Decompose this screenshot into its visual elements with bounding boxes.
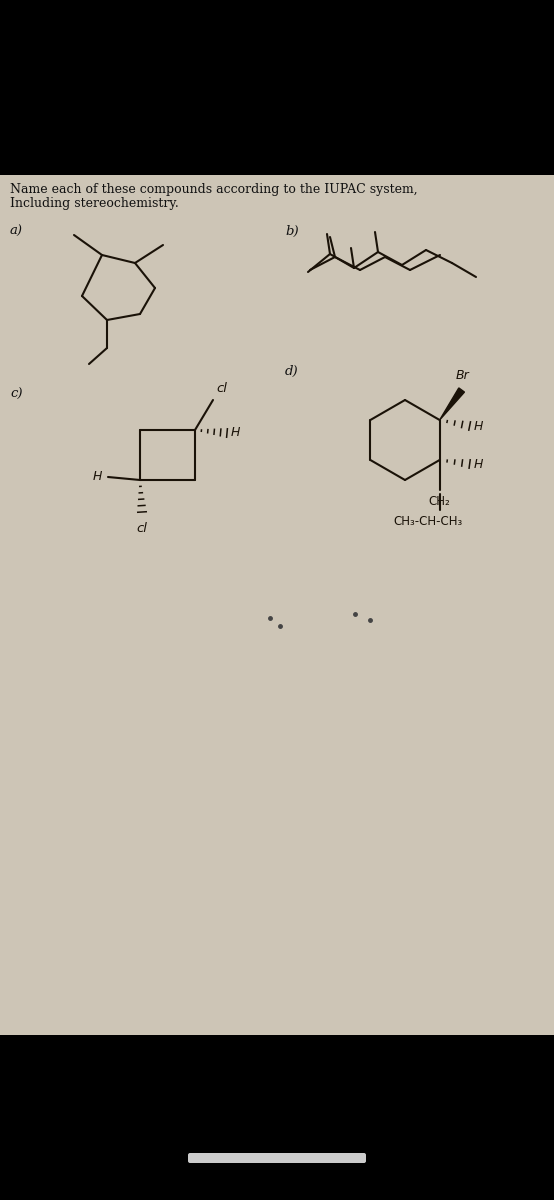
- Polygon shape: [440, 388, 464, 420]
- Text: Including stereochemistry.: Including stereochemistry.: [10, 197, 179, 210]
- Text: H: H: [474, 420, 483, 432]
- Text: a): a): [10, 226, 23, 238]
- Text: c): c): [10, 388, 23, 401]
- Text: cl: cl: [137, 522, 147, 535]
- Text: CH₂: CH₂: [429, 494, 450, 508]
- Text: d): d): [285, 365, 299, 378]
- Text: b): b): [285, 226, 299, 238]
- Text: H: H: [474, 457, 483, 470]
- Text: CH₃-CH-CH₃: CH₃-CH-CH₃: [393, 515, 462, 528]
- Text: H: H: [93, 470, 102, 484]
- Text: Br: Br: [456, 370, 470, 382]
- Bar: [0, 175, 554, 1034]
- Text: cl: cl: [216, 382, 227, 395]
- Text: Name each of these compounds according to the IUPAC system,: Name each of these compounds according t…: [10, 182, 418, 196]
- FancyBboxPatch shape: [188, 1153, 366, 1163]
- Text: H: H: [231, 426, 240, 439]
